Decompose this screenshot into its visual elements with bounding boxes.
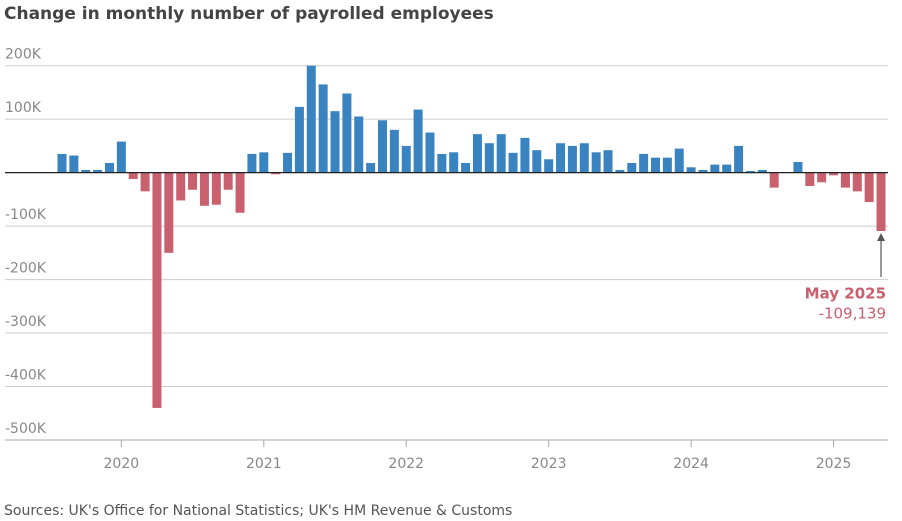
bar (330, 111, 340, 173)
bar (461, 163, 471, 173)
bar (674, 148, 684, 173)
bar (544, 159, 554, 173)
bar (805, 172, 815, 187)
bar (389, 129, 399, 173)
bar (567, 145, 577, 173)
value-label: -109,139 (819, 304, 886, 322)
bar (556, 143, 566, 173)
bar (176, 172, 186, 201)
bar (852, 172, 862, 192)
bar (93, 169, 103, 173)
bar (283, 152, 293, 173)
y-tick-label: 200K (5, 47, 42, 63)
y-tick-label: -300K (5, 314, 47, 330)
bar (152, 172, 162, 408)
bar (69, 155, 79, 173)
bar (484, 143, 494, 173)
bar (104, 163, 114, 173)
x-tick-label: 2021 (246, 456, 282, 472)
bar (377, 120, 387, 173)
bar (318, 84, 328, 173)
bar (425, 132, 435, 173)
bar (840, 172, 850, 188)
bar (520, 137, 530, 173)
bar (662, 157, 672, 173)
chart-title: Change in monthly number of payrolled em… (4, 4, 494, 24)
bar (164, 172, 174, 253)
y-tick-label: -500K (5, 421, 47, 437)
y-tick-label: -100K (5, 207, 47, 223)
y-tick-label: 100K (5, 100, 42, 116)
bar (366, 163, 376, 173)
bar (57, 153, 67, 173)
bar (591, 152, 601, 173)
bar (306, 65, 316, 173)
bar (247, 153, 257, 173)
bar (342, 93, 352, 173)
bar (496, 134, 506, 173)
bar (116, 141, 126, 173)
bar (81, 169, 91, 173)
bar (259, 152, 269, 173)
bar (437, 153, 447, 173)
bar (876, 172, 886, 231)
annotation: May 2025 (805, 284, 886, 302)
y-tick-label: -200K (5, 261, 47, 277)
x-tick-label: 2022 (388, 456, 424, 472)
bar (401, 145, 411, 173)
bar (413, 109, 423, 173)
bar (128, 172, 138, 180)
bar (864, 172, 874, 203)
bar (829, 172, 839, 176)
bar (294, 106, 304, 173)
bar (199, 172, 209, 206)
bar (579, 143, 589, 173)
bar (734, 145, 744, 173)
y-tick-label: -400K (5, 368, 47, 384)
bar (211, 172, 221, 205)
source: Sources: UK's Office for National Statis… (4, 503, 512, 519)
x-tick-label: 2024 (673, 456, 709, 472)
bar (615, 169, 625, 173)
bar (223, 172, 233, 190)
bar (757, 169, 767, 173)
bar (472, 134, 482, 173)
arrow-head (877, 232, 886, 241)
bar (271, 172, 281, 175)
x-tick-label: 2023 (531, 456, 567, 472)
bar (769, 172, 779, 188)
bar (188, 172, 198, 190)
bar (449, 152, 459, 173)
bar (698, 169, 708, 173)
x-tick-label: 2020 (104, 456, 140, 472)
bar (745, 171, 755, 173)
bar (710, 164, 720, 173)
bar (235, 172, 245, 213)
bar (793, 161, 803, 173)
bar (639, 153, 649, 173)
bar (140, 172, 150, 192)
x-tick-label: 2025 (816, 456, 852, 472)
bar (532, 150, 542, 173)
bar (722, 164, 732, 173)
bar (354, 116, 364, 173)
bar (508, 152, 518, 173)
bar (603, 150, 613, 173)
bar (651, 157, 660, 173)
bar (686, 167, 696, 173)
bar (817, 172, 827, 183)
bar (627, 163, 637, 173)
